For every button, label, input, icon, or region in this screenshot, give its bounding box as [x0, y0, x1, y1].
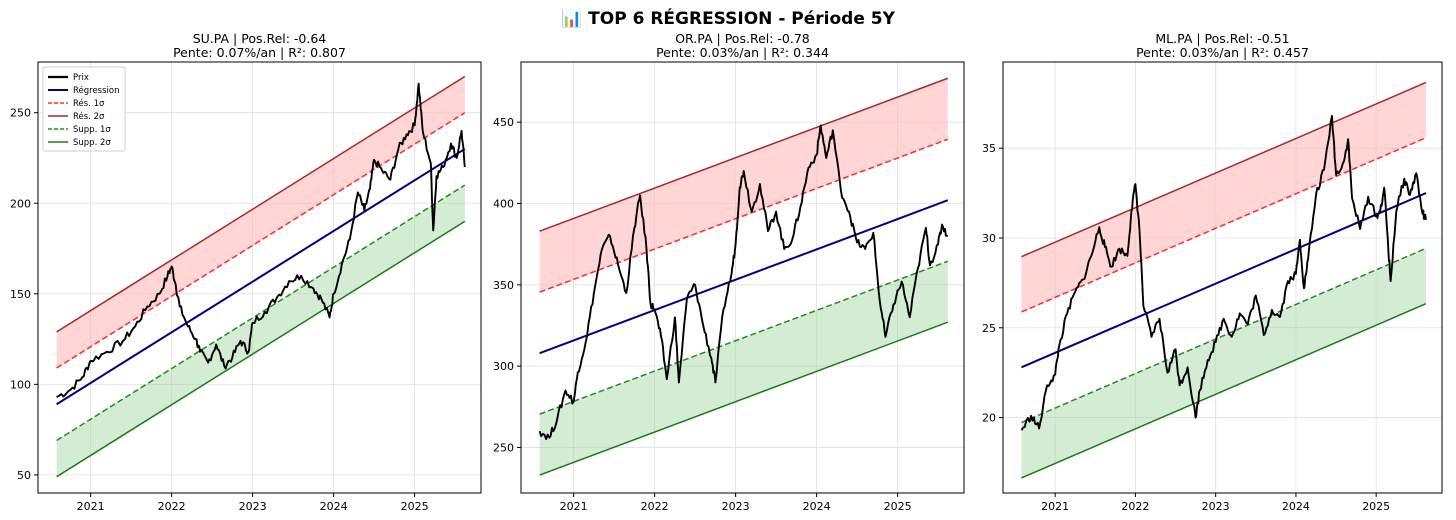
x-tick-label: 2022 [158, 500, 186, 513]
y-tick-label: 250 [10, 107, 31, 120]
panel-title-line2: Pente: 0.03%/an | R²: 0.457 [1136, 45, 1309, 60]
legend: Prix Régression Rés. 1σ Rés. 2σ Supp. 1σ Supp… [42, 66, 126, 152]
y-tick-label: 300 [493, 360, 514, 373]
x-tick-label: 2021 [1041, 500, 1069, 513]
y-tick-label: 25 [982, 322, 996, 335]
legend-label: Rés. 2σ [73, 111, 105, 122]
panel-title-line1: OR.PA | Pos.Rel: -0.78 [675, 31, 810, 46]
legend-label: Prix [73, 73, 89, 83]
resistance-1sigma-line [1021, 137, 1427, 313]
support-1sigma-line [56, 184, 466, 442]
x-tick-label: 2023 [239, 500, 267, 513]
support-2sigma-line [56, 220, 466, 478]
support-1sigma-line [1021, 247, 1427, 424]
x-tick-label: 2024 [803, 500, 831, 513]
regression-line [56, 148, 466, 406]
y-tick-label: 50 [17, 469, 31, 482]
y-tick-label: 250 [493, 441, 514, 454]
y-tick-label: 100 [10, 378, 31, 391]
legend-box [42, 66, 126, 152]
panel-title-line2: Pente: 0.03%/an | R²: 0.344 [656, 45, 829, 60]
resistance-2sigma-line [56, 75, 466, 333]
x-tick-label: 2025 [1362, 500, 1390, 513]
panel-title-line1: ML.PA | Pos.Rel: -0.51 [1155, 31, 1289, 46]
axes-frame [1002, 61, 1443, 494]
y-tick-label: 400 [493, 197, 514, 210]
resistance-band-fill [539, 78, 948, 293]
y-tick-label: 200 [10, 197, 31, 210]
panel-title-line1: SU.PA | Pos.Rel: -0.64 [193, 31, 327, 46]
resistance-band-fill [56, 76, 465, 369]
chart-panel-2: 2021 2022 2023 2024 2025 250 300 350 400 450 OR.PA… [493, 31, 965, 513]
x-tick-label: 2024 [320, 500, 348, 513]
resistance-2sigma-line [539, 77, 949, 232]
support-band-fill [56, 185, 465, 477]
support-band-fill [1021, 248, 1426, 478]
x-tick-label: 2021 [77, 500, 105, 513]
resistance-2sigma-line [1021, 81, 1427, 258]
support-1sigma-line [539, 260, 949, 415]
x-tick-label: 2021 [560, 500, 588, 513]
y-tick-label: 30 [982, 232, 996, 245]
axes-frame [520, 61, 965, 494]
regression-line [539, 199, 949, 355]
resistance-band-fill [1021, 82, 1426, 312]
legend-label: Supp. 1σ [73, 125, 111, 135]
x-tick-label: 2022 [1121, 500, 1149, 513]
support-2sigma-line [1021, 303, 1427, 479]
price-line [1020, 114, 1427, 431]
y-tick-label: 350 [493, 279, 514, 292]
price-line [56, 82, 466, 398]
y-tick-label: 150 [10, 288, 31, 301]
price-line [538, 124, 949, 441]
legend-label: Rés. 1σ [73, 98, 105, 109]
chart-panel-1: 2021 2022 2023 2024 2025 50 100 150 200 250 SU.PA … [10, 31, 482, 513]
y-tick-label: 20 [982, 412, 996, 425]
x-tick-label: 2024 [1282, 500, 1310, 513]
legend-label: Supp. 2σ [73, 138, 111, 148]
axes-frame [37, 61, 482, 494]
y-tick-label: 35 [982, 142, 996, 155]
x-tick-label: 2023 [1202, 500, 1230, 513]
x-tick-label: 2023 [722, 500, 750, 513]
x-tick-label: 2022 [641, 500, 669, 513]
y-tick-label: 450 [493, 116, 514, 129]
suptitle: 📊 TOP 6 RÉGRESSION - Période 5Y [561, 7, 896, 29]
x-tick-label: 2025 [884, 500, 912, 513]
x-tick-label: 2025 [401, 500, 429, 513]
support-2sigma-line [539, 321, 949, 476]
resistance-1sigma-line [539, 138, 949, 293]
legend-label: Régression [73, 85, 120, 96]
support-band-fill [539, 261, 948, 476]
panel-title-line2: Pente: 0.07%/an | R²: 0.807 [173, 45, 346, 60]
